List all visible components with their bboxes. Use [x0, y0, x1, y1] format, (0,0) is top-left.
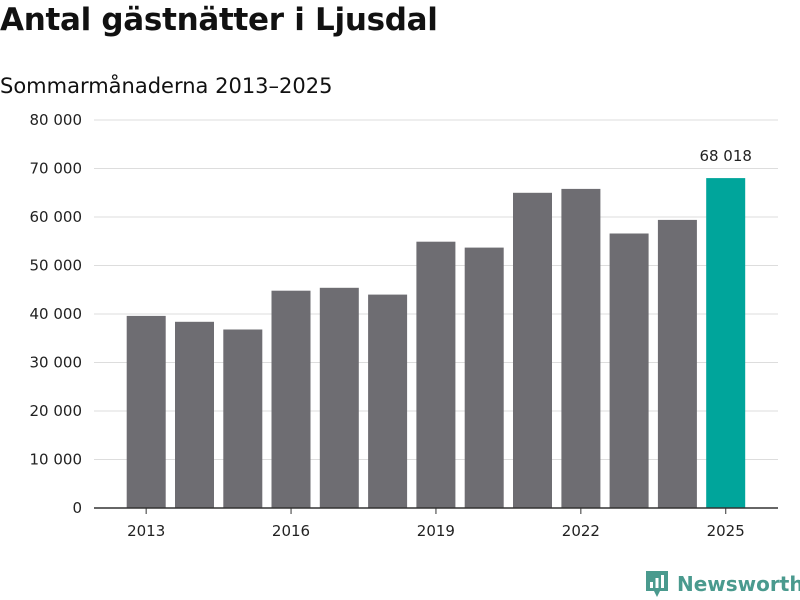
x-axis — [94, 507, 778, 514]
bar-2017 — [319, 287, 359, 508]
x-tick-label: 2019 — [417, 522, 455, 540]
newsworthy-logo-icon — [646, 571, 668, 597]
bar-2022 — [561, 188, 601, 508]
y-axis-labels: 0 10 000 20 000 30 000 40 000 50 000 60 000 70 … — [30, 111, 83, 517]
y-tick-label: 60 000 — [30, 208, 83, 226]
data-labels: 68 018 — [699, 147, 752, 165]
brand-name: Newsworthy — [677, 572, 800, 596]
bar-2015 — [223, 329, 263, 508]
y-tick-label: 30 000 — [30, 354, 83, 372]
x-axis-labels: 2013 2016 2019 2022 2025 — [127, 522, 745, 540]
y-tick-label: 80 000 — [30, 111, 83, 129]
y-tick-label: 10 000 — [30, 451, 83, 469]
data-label-2025: 68 018 — [699, 147, 752, 165]
bar-2018 — [368, 294, 408, 508]
chart-subtitle: Sommarmånaderna 2013–2025 — [0, 74, 333, 98]
chart-title: Antal gästnätter i Ljusdal — [0, 2, 438, 38]
bar-2019 — [416, 241, 456, 508]
x-tick-label: 2013 — [127, 522, 165, 540]
bar-2024 — [657, 219, 697, 508]
y-tick-label: 40 000 — [30, 305, 83, 323]
x-tick-label: 2022 — [562, 522, 600, 540]
bar-chart: 0 10 000 20 000 30 000 40 000 50 000 60 000 70 … — [30, 111, 778, 540]
bars — [126, 178, 746, 509]
bar-2020 — [464, 247, 504, 508]
x-tick-label: 2016 — [272, 522, 310, 540]
bar-2016 — [271, 290, 311, 508]
y-tick-label: 70 000 — [30, 160, 83, 178]
newsworthy-brand: Newsworthy — [644, 568, 800, 600]
bar-2013 — [126, 315, 166, 508]
y-tick-label: 20 000 — [30, 402, 83, 420]
bar-2021 — [513, 192, 552, 509]
bar-2014 — [175, 321, 214, 508]
bar-2023 — [609, 233, 649, 508]
x-tick-label: 2025 — [707, 522, 745, 540]
bar-2025 — [706, 178, 746, 508]
y-tick-label: 50 000 — [30, 257, 83, 275]
y-tick-label: 0 — [72, 499, 82, 517]
